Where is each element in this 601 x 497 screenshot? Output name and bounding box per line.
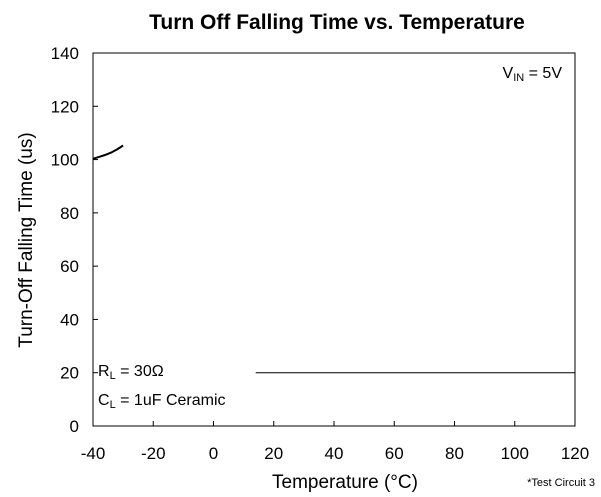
rl-annotation: RL = 30Ω — [98, 363, 164, 382]
x-tick-label: 20 — [264, 444, 283, 463]
y-tick-label: 120 — [51, 97, 79, 116]
y-axis-label: Turn-Off Falling Time (us) — [16, 132, 37, 347]
vin-sub: IN — [513, 72, 524, 84]
vin-rest: = 5V — [524, 65, 562, 82]
y-tick-label: 80 — [60, 204, 79, 223]
y-tick-label: 60 — [60, 257, 79, 276]
y-tick-label: 100 — [51, 151, 79, 170]
x-tick-label: 60 — [385, 444, 404, 463]
vin-annotation: VIN = 5V — [503, 65, 563, 84]
x-tick-label: -20 — [141, 444, 166, 463]
x-axis-ticks: -40 -20 0 20 40 60 80 100 120 — [81, 421, 589, 463]
cl-rest: = 1uF Ceramic — [116, 392, 226, 409]
x-tick-label: 80 — [445, 444, 464, 463]
test-circuit-note: *Test Circuit 3 — [527, 477, 595, 489]
x-tick-label: 120 — [561, 444, 589, 463]
rl-rest: = 30Ω — [116, 363, 164, 380]
rl-sub: L — [110, 370, 116, 382]
x-tick-label: 100 — [501, 444, 529, 463]
cl-sub: L — [110, 399, 116, 411]
y-tick-label: 20 — [60, 364, 79, 383]
y-axis-ticks: 0 20 40 60 80 100 120 140 — [51, 44, 98, 436]
x-tick-label: 40 — [325, 444, 344, 463]
series-line-1 — [92, 144, 124, 160]
y-tick-label: 140 — [51, 44, 79, 63]
x-tick-label: -40 — [81, 444, 106, 463]
series-layer — [92, 144, 575, 374]
plot-frame — [92, 52, 576, 427]
vin-main: V — [503, 65, 514, 82]
cl-annotation: CL = 1uF Ceramic — [98, 392, 226, 411]
chart-title: Turn Off Falling Time vs. Temperature — [149, 11, 525, 34]
x-axis-label: Temperature (°C) — [272, 472, 418, 493]
y-tick-label: 0 — [70, 417, 79, 436]
rl-main: R — [98, 363, 110, 380]
cl-main: C — [98, 392, 110, 409]
x-tick-label: 0 — [209, 444, 218, 463]
y-tick-label: 40 — [60, 310, 79, 329]
